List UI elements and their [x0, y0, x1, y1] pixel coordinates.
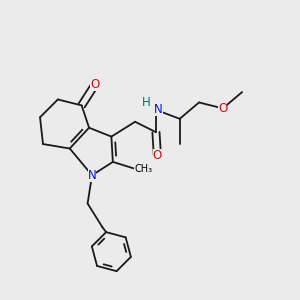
Text: O: O: [218, 102, 227, 115]
Text: N: N: [88, 169, 96, 182]
Text: H: H: [142, 96, 151, 109]
Text: O: O: [90, 78, 100, 91]
Text: N: N: [154, 103, 163, 116]
Text: O: O: [153, 149, 162, 162]
Text: CH₃: CH₃: [134, 164, 152, 174]
